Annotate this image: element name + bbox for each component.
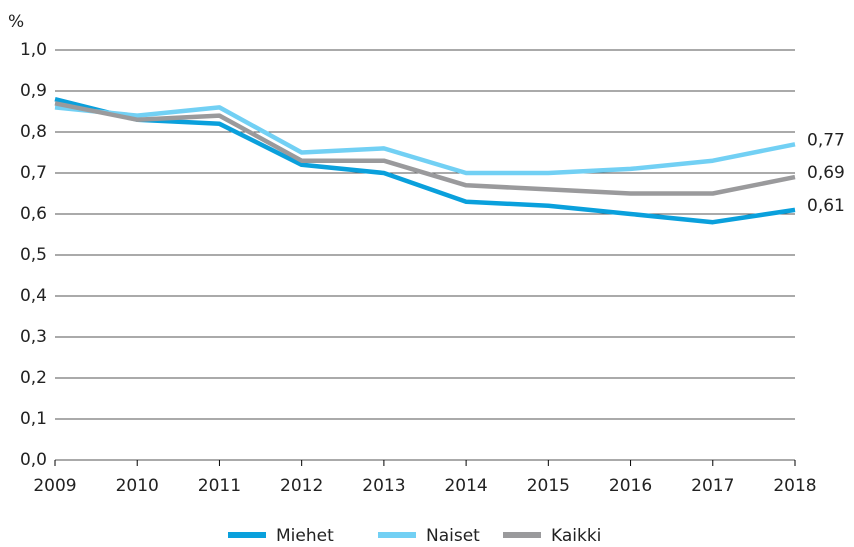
x-tick-label: 2014 [444, 476, 487, 496]
legend-swatch [378, 532, 416, 538]
x-tick-label: 2010 [116, 476, 159, 496]
x-tick-label: 2013 [362, 476, 405, 496]
x-tick-label: 2011 [198, 476, 241, 496]
y-tick-label: 1,0 [20, 40, 47, 60]
y-tick-label: 0,1 [20, 409, 47, 429]
y-tick-label: 0,8 [20, 122, 47, 142]
y-tick-label: 0,5 [20, 245, 47, 265]
series-line [54, 97, 796, 225]
data-label: 0,69 [807, 163, 845, 183]
y-tick-label: 0,6 [20, 204, 47, 224]
series-line [54, 101, 796, 196]
y-tick-label: 0,7 [20, 163, 47, 183]
legend-swatch [228, 532, 266, 538]
legend-label: Miehet [276, 526, 334, 546]
x-tick-label: 2017 [691, 476, 734, 496]
legend-label: Kaikki [551, 526, 601, 546]
x-tick-label: 2009 [33, 476, 76, 496]
legend-label: Naiset [426, 526, 480, 546]
y-tick-label: 0,4 [20, 286, 47, 306]
data-label: 0,77 [807, 130, 845, 150]
x-tick-label: 2018 [773, 476, 816, 496]
legend-swatch [503, 532, 541, 538]
y-tick-label: 0,2 [20, 368, 47, 388]
x-tick-label: 2015 [527, 476, 570, 496]
data-label: 0,61 [807, 196, 845, 216]
x-tick-label: 2012 [280, 476, 323, 496]
y-tick-label: 0,0 [20, 450, 47, 470]
y-tick-label: 0,3 [20, 327, 47, 347]
y-axis-label: % [8, 12, 24, 32]
y-tick-label: 0,9 [20, 81, 47, 101]
x-tick-label: 2016 [609, 476, 652, 496]
series-line [54, 105, 796, 176]
